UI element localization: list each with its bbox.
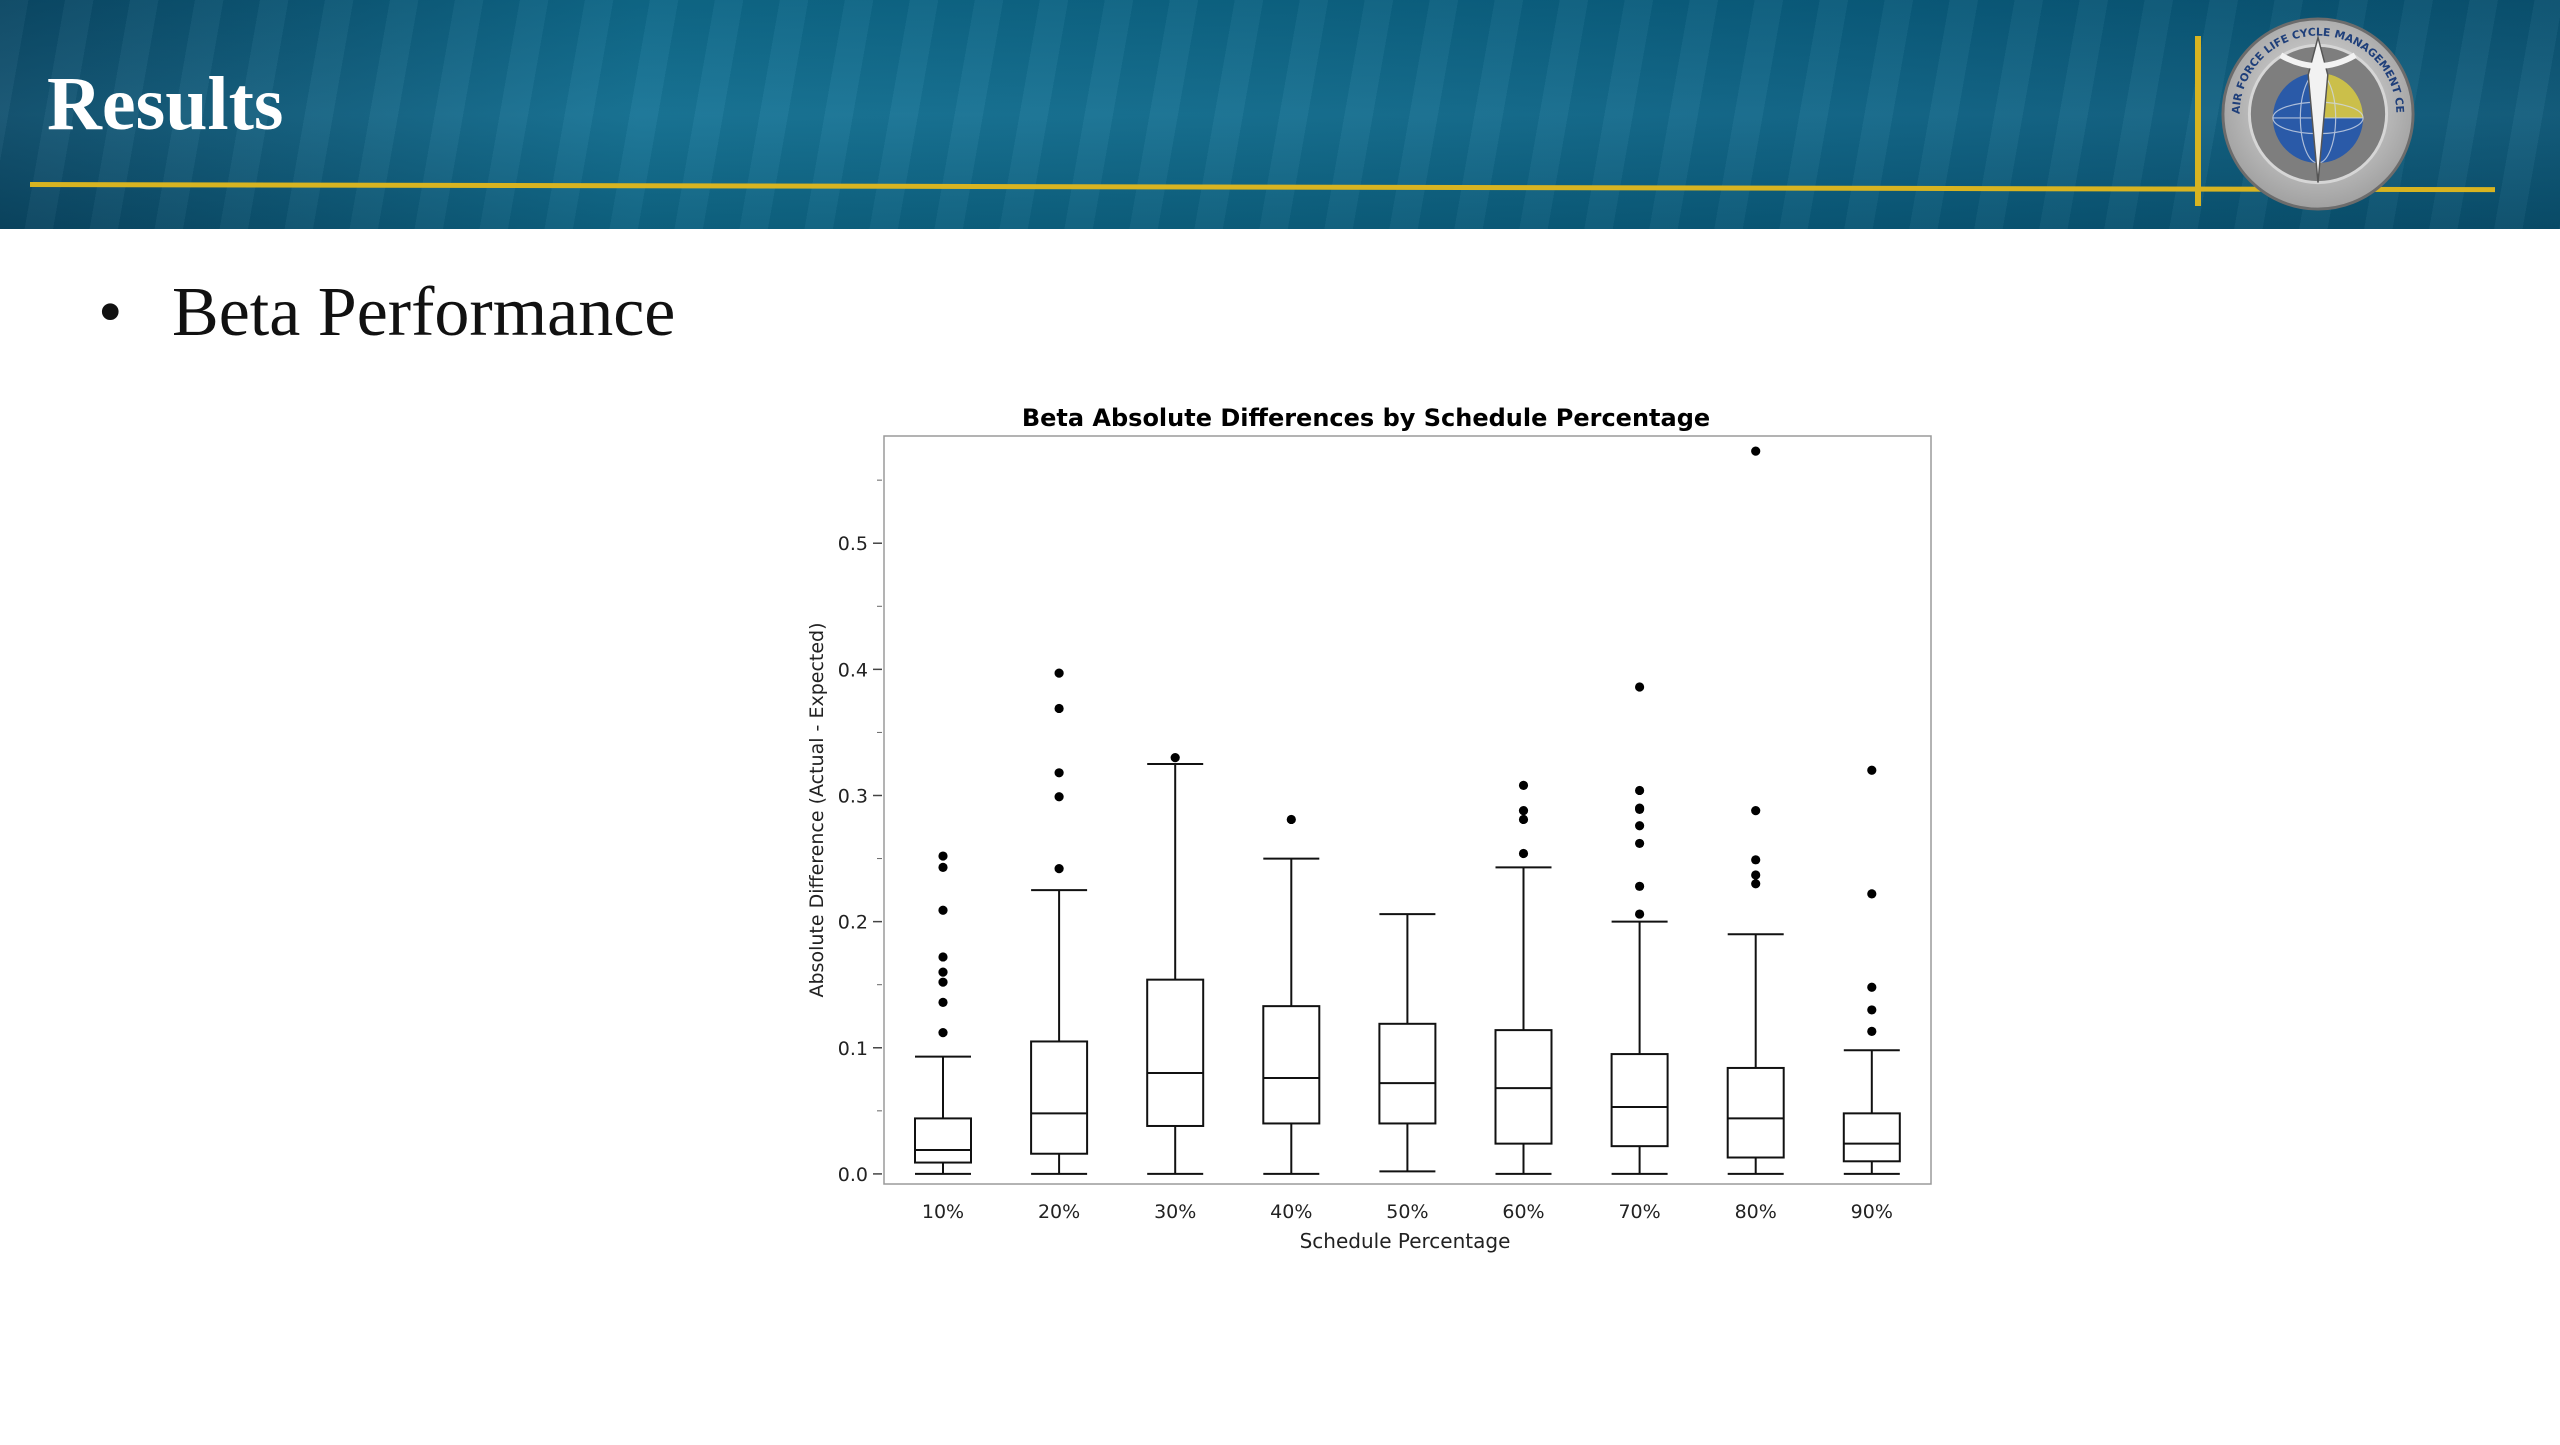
outlier-point [1518,848,1529,859]
iqr-box [1030,1040,1089,1155]
chart-title: Beta Absolute Differences by Schedule Pe… [1022,404,1710,432]
iqr-box [1494,1029,1553,1145]
outlier-point [1635,785,1645,796]
slide-header: Results AIR FORCE LIFE CYCLE MANAGEMENT … [0,0,2560,229]
outlier-point [1751,879,1761,889]
outlier-point [938,967,948,977]
outlier-point [1751,855,1761,865]
y-tick-label: 0.5 [838,533,868,555]
plot-frame [883,435,1932,1185]
outlier-point [1635,821,1645,831]
aflcmc-seal-logo: AIR FORCE LIFE CYCLE MANAGEMENT CENTER [2220,16,2415,211]
outlier-point [938,905,948,915]
y-tick-label: 0.3 [838,785,868,807]
iqr-box [1262,1005,1321,1125]
y-tick-label: 0.0 [838,1164,868,1186]
slide-title: Results [47,62,284,146]
y-tick-label: 0.2 [838,912,868,934]
box-70pct [1610,682,1669,1175]
iqr-box [1378,1022,1437,1125]
outlier-point [1054,668,1064,678]
chart-marks: 0.0 0.1 0.2 0.3 0.4 0.5 10% 20% 30% 40% 50% 60% 70% 8… [838,446,1901,1223]
outlier-point [1518,814,1529,825]
box-40pct [1262,814,1321,1175]
header-gold-divider [2195,36,2201,206]
x-tick-label: 20% [1038,1201,1080,1223]
outlier-point [1751,806,1761,816]
y-tick-label: 0.1 [838,1038,868,1060]
x-tick-label: 80% [1735,1201,1777,1223]
box-90pct [1842,765,1901,1175]
outlier-point [938,862,948,872]
x-tick-label: 70% [1618,1201,1660,1223]
outlier-point [1054,768,1064,778]
outlier-point [1518,806,1529,816]
outlier-point [938,1028,948,1038]
iqr-box [914,1117,972,1164]
x-tick-label: 90% [1851,1201,1893,1223]
outlier-point [938,851,948,861]
outlier-point [1054,792,1064,802]
x-tick-label: 40% [1270,1201,1312,1223]
iqr-box [1842,1112,1901,1163]
bullet-item: • Beta Performance [98,278,675,348]
box-20pct [1030,668,1089,1175]
box-60pct [1494,780,1553,1175]
x-tick-label: 30% [1154,1201,1196,1223]
iqr-box [1146,978,1205,1127]
iqr-box [1610,1053,1669,1148]
outlier-point [938,952,948,962]
outlier-point [1867,889,1877,899]
outlier-point [1286,814,1296,825]
outlier-point [1635,881,1645,891]
outlier-point [938,977,948,987]
outlier-point [1635,909,1645,919]
outlier-point [1867,765,1877,775]
outlier-point [1054,703,1064,714]
outlier-point [1635,838,1645,849]
outlier-point [1867,1005,1877,1015]
x-tick-label: 10% [922,1201,964,1223]
bullet-text: Beta Performance [172,274,676,351]
box-10pct [914,851,972,1175]
outlier-point [1867,1026,1877,1036]
outlier-point [1867,982,1877,992]
outlier-point [1054,864,1064,874]
outlier-point [1635,803,1645,813]
x-tick-label: 60% [1502,1201,1544,1223]
outlier-point [1751,870,1761,880]
y-tick-label: 0.4 [838,659,868,681]
iqr-box [1726,1066,1785,1159]
bullet-symbol: • [98,274,123,351]
outlier-point [1751,446,1761,456]
outlier-point [1518,780,1529,791]
outlier-point [1635,682,1645,692]
x-tick-label: 50% [1386,1201,1428,1223]
box-30pct [1146,753,1205,1175]
outlier-point [938,997,948,1007]
x-axis-label: Schedule Percentage [1300,1229,1511,1253]
outlier-point [1170,753,1180,763]
box-50pct [1378,913,1437,1173]
box-80pct [1726,446,1785,1175]
y-axis-label: Absolute Difference (Actual - Expected) [806,623,828,998]
